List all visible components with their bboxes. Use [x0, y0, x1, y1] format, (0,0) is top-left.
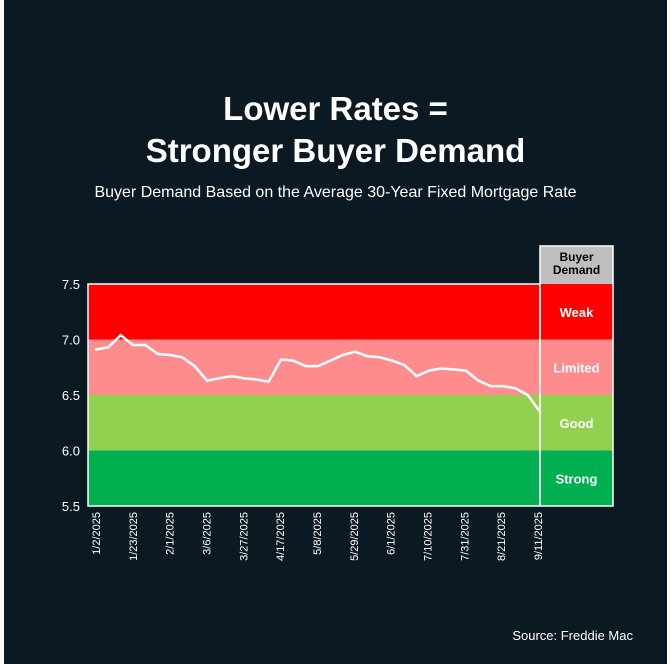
legend-band-strong — [540, 450, 613, 506]
rate-point — [242, 377, 246, 380]
rate-point — [353, 350, 357, 353]
band-weak — [88, 284, 540, 340]
rate-point — [205, 379, 209, 382]
rate-point — [403, 363, 406, 367]
rate-point — [329, 359, 332, 362]
y-tick-label: 6.5 — [62, 388, 80, 403]
rate-point — [390, 359, 394, 362]
rate-point — [181, 356, 184, 359]
x-tick-label: 2/1/2025 — [165, 512, 177, 555]
band-good — [88, 395, 540, 451]
rate-point — [107, 346, 110, 349]
legend-band-weak — [540, 284, 613, 340]
chart-subtitle: Buyer Demand Based on the Average 30-Yea… — [94, 184, 577, 201]
x-tick-label: 3/27/2025 — [238, 512, 250, 561]
rate-point — [156, 352, 159, 356]
rate-point — [230, 374, 233, 378]
rate-point — [501, 384, 505, 388]
rate-point — [255, 378, 258, 381]
legend-band-good — [540, 395, 613, 451]
rate-point — [119, 333, 122, 337]
source-note: Source: Freddie Mac — [512, 628, 633, 643]
rate-point — [452, 368, 455, 371]
title-line-2: Stronger Buyer Demand — [145, 132, 526, 169]
band-strong — [88, 450, 540, 506]
y-tick-label: 5.5 — [62, 499, 80, 514]
rate-point — [489, 384, 492, 388]
rate-point — [378, 356, 381, 359]
rate-point — [144, 343, 147, 347]
rate-point — [341, 353, 344, 357]
x-tick-label: 7/10/2025 — [423, 512, 435, 561]
infographic-card: Lower Rates = Stronger Buyer Demand Buye… — [4, 0, 667, 664]
title-line-1: Lower Rates = — [223, 90, 448, 127]
rate-point — [168, 353, 172, 357]
y-tick-label: 7.5 — [62, 277, 80, 292]
rate-point — [538, 410, 542, 413]
x-tick-label: 5/8/2025 — [312, 512, 324, 555]
x-tick-label: 1/2/2025 — [91, 512, 103, 555]
rate-point — [427, 369, 431, 372]
x-tick-label: 8/21/2025 — [496, 512, 508, 561]
rate-point — [304, 364, 307, 368]
legend-header-line-1: Buyer — [559, 250, 593, 264]
legend-label-weak: Weak — [560, 305, 594, 320]
x-tick-label: 9/11/2025 — [533, 512, 545, 560]
legend-header-line-2: Demand — [553, 263, 600, 277]
rate-point — [279, 358, 283, 361]
x-tick-label: 7/31/2025 — [459, 512, 471, 561]
legend-header-bg — [540, 246, 613, 284]
x-tick-label: 4/17/2025 — [275, 512, 287, 561]
x-tick-label: 6/1/2025 — [386, 512, 398, 555]
y-tick-label: 6.0 — [62, 444, 80, 459]
rate-point — [292, 359, 295, 362]
rate-point — [514, 387, 517, 390]
rate-point — [131, 343, 135, 347]
x-tick-label: 3/6/2025 — [202, 512, 214, 555]
y-tick-label: 7.0 — [62, 333, 80, 348]
chart-title: Lower Rates = Stronger Buyer Demand — [4, 88, 667, 172]
legend-border — [539, 245, 614, 507]
legend-label-strong: Strong — [556, 471, 598, 486]
x-tick-label: 5/29/2025 — [349, 512, 361, 561]
legend-band-limited — [540, 339, 613, 395]
x-tick-label: 1/23/2025 — [128, 512, 140, 561]
rate-point — [218, 377, 221, 380]
legend-label-limited: Limited — [553, 360, 599, 375]
rate-point — [415, 374, 418, 378]
rate-point — [94, 348, 98, 351]
rate-point — [267, 380, 270, 383]
rate-point — [440, 367, 443, 370]
legend-label-good: Good — [560, 416, 594, 431]
rate-point — [193, 364, 196, 368]
rate-point — [464, 369, 468, 372]
rate-point — [477, 379, 480, 382]
rate-point — [316, 364, 320, 368]
rate-point — [366, 355, 369, 358]
rate-point — [526, 393, 529, 397]
